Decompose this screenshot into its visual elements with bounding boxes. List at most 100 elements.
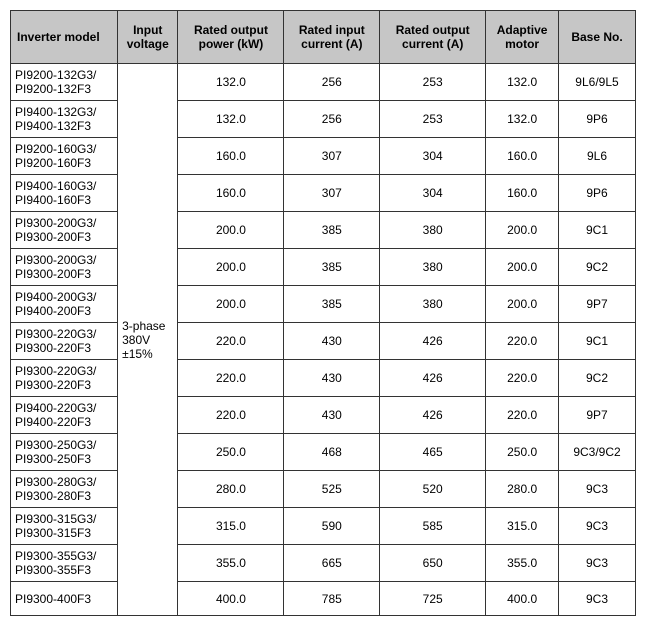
cell-power: 250.0: [178, 434, 284, 471]
inverter-specs-table: Inverter model Input voltage Rated outpu…: [10, 10, 636, 616]
cell-power: 355.0: [178, 545, 284, 582]
header-voltage: Input voltage: [118, 11, 178, 64]
cell-model: PI9300-355G3/PI9300-355F3: [11, 545, 118, 582]
cell-base: 9P7: [559, 286, 636, 323]
table-row: PI9200-132G3/PI9200-132F33-phase380V±15%…: [11, 64, 636, 101]
cell-power: 220.0: [178, 360, 284, 397]
cell-input-current: 385: [284, 286, 380, 323]
cell-output-current: 426: [380, 360, 486, 397]
cell-base: 9C1: [559, 212, 636, 249]
table-row: PI9300-400F3400.0785725400.09C3: [11, 582, 636, 616]
cell-power: 132.0: [178, 64, 284, 101]
cell-output-current: 380: [380, 212, 486, 249]
cell-output-current: 585: [380, 508, 486, 545]
cell-input-current: 525: [284, 471, 380, 508]
cell-base: 9C3/9C2: [559, 434, 636, 471]
table-row: PI9300-315G3/PI9300-315F3315.0590585315.…: [11, 508, 636, 545]
cell-motor: 132.0: [486, 64, 559, 101]
cell-base: 9C3: [559, 471, 636, 508]
cell-motor: 220.0: [486, 323, 559, 360]
cell-power: 200.0: [178, 212, 284, 249]
cell-model: PI9300-400F3: [11, 582, 118, 616]
cell-output-current: 725: [380, 582, 486, 616]
cell-output-current: 380: [380, 286, 486, 323]
cell-input-current: 785: [284, 582, 380, 616]
cell-motor: 400.0: [486, 582, 559, 616]
table-row: PI9400-200G3/PI9400-200F3200.0385380200.…: [11, 286, 636, 323]
header-model: Inverter model: [11, 11, 118, 64]
header-motor: Adaptive motor: [486, 11, 559, 64]
cell-model: PI9200-132G3/PI9200-132F3: [11, 64, 118, 101]
cell-output-current: 304: [380, 175, 486, 212]
cell-model: PI9300-200G3/PI9300-200F3: [11, 212, 118, 249]
cell-input-current: 256: [284, 101, 380, 138]
cell-model: PI9400-200G3/PI9400-200F3: [11, 286, 118, 323]
cell-power: 220.0: [178, 397, 284, 434]
cell-input-current: 430: [284, 323, 380, 360]
cell-base: 9C2: [559, 360, 636, 397]
cell-model: PI9400-160G3/PI9400-160F3: [11, 175, 118, 212]
cell-output-current: 380: [380, 249, 486, 286]
cell-input-current: 385: [284, 249, 380, 286]
cell-model: PI9300-220G3/PI9300-220F3: [11, 323, 118, 360]
cell-motor: 160.0: [486, 138, 559, 175]
table-row: PI9300-200G3/PI9300-200F3200.0385380200.…: [11, 212, 636, 249]
table-row: PI9400-220G3/PI9400-220F3220.0430426220.…: [11, 397, 636, 434]
cell-input-current: 430: [284, 397, 380, 434]
cell-voltage: 3-phase380V±15%: [118, 64, 178, 616]
cell-model: PI9200-160G3/PI9200-160F3: [11, 138, 118, 175]
cell-model: PI9300-220G3/PI9300-220F3: [11, 360, 118, 397]
cell-model: PI9400-132G3/PI9400-132F3: [11, 101, 118, 138]
cell-model: PI9300-280G3/PI9300-280F3: [11, 471, 118, 508]
cell-motor: 280.0: [486, 471, 559, 508]
cell-power: 200.0: [178, 286, 284, 323]
cell-power: 132.0: [178, 101, 284, 138]
cell-motor: 200.0: [486, 249, 559, 286]
cell-power: 220.0: [178, 323, 284, 360]
header-base: Base No.: [559, 11, 636, 64]
cell-power: 200.0: [178, 249, 284, 286]
header-row: Inverter model Input voltage Rated outpu…: [11, 11, 636, 64]
cell-input-current: 665: [284, 545, 380, 582]
table-row: PI9300-220G3/PI9300-220F3220.0430426220.…: [11, 323, 636, 360]
cell-model: PI9400-220G3/PI9400-220F3: [11, 397, 118, 434]
cell-input-current: 307: [284, 175, 380, 212]
cell-base: 9P6: [559, 101, 636, 138]
table-row: PI9400-132G3/PI9400-132F3132.0256253132.…: [11, 101, 636, 138]
cell-base: 9C3: [559, 508, 636, 545]
table-row: PI9300-200G3/PI9300-200F3200.0385380200.…: [11, 249, 636, 286]
cell-motor: 200.0: [486, 286, 559, 323]
cell-base: 9C2: [559, 249, 636, 286]
cell-motor: 220.0: [486, 360, 559, 397]
cell-output-current: 426: [380, 397, 486, 434]
cell-power: 400.0: [178, 582, 284, 616]
table-row: PI9300-280G3/PI9300-280F3280.0525520280.…: [11, 471, 636, 508]
header-input-current: Rated input current (A): [284, 11, 380, 64]
header-power: Rated output power (kW): [178, 11, 284, 64]
cell-motor: 200.0: [486, 212, 559, 249]
cell-output-current: 304: [380, 138, 486, 175]
cell-base: 9P6: [559, 175, 636, 212]
cell-motor: 160.0: [486, 175, 559, 212]
cell-input-current: 468: [284, 434, 380, 471]
cell-power: 160.0: [178, 175, 284, 212]
cell-base: 9L6/9L5: [559, 64, 636, 101]
cell-output-current: 253: [380, 64, 486, 101]
cell-output-current: 650: [380, 545, 486, 582]
cell-base: 9C3: [559, 545, 636, 582]
table-row: PI9400-160G3/PI9400-160F3160.0307304160.…: [11, 175, 636, 212]
cell-motor: 250.0: [486, 434, 559, 471]
table-row: PI9200-160G3/PI9200-160F3160.0307304160.…: [11, 138, 636, 175]
cell-input-current: 385: [284, 212, 380, 249]
cell-input-current: 430: [284, 360, 380, 397]
table-row: PI9300-355G3/PI9300-355F3355.0665650355.…: [11, 545, 636, 582]
cell-output-current: 426: [380, 323, 486, 360]
cell-power: 280.0: [178, 471, 284, 508]
cell-input-current: 307: [284, 138, 380, 175]
cell-output-current: 520: [380, 471, 486, 508]
cell-motor: 355.0: [486, 545, 559, 582]
cell-motor: 315.0: [486, 508, 559, 545]
cell-model: PI9300-250G3/PI9300-250F3: [11, 434, 118, 471]
cell-base: 9L6: [559, 138, 636, 175]
cell-output-current: 465: [380, 434, 486, 471]
